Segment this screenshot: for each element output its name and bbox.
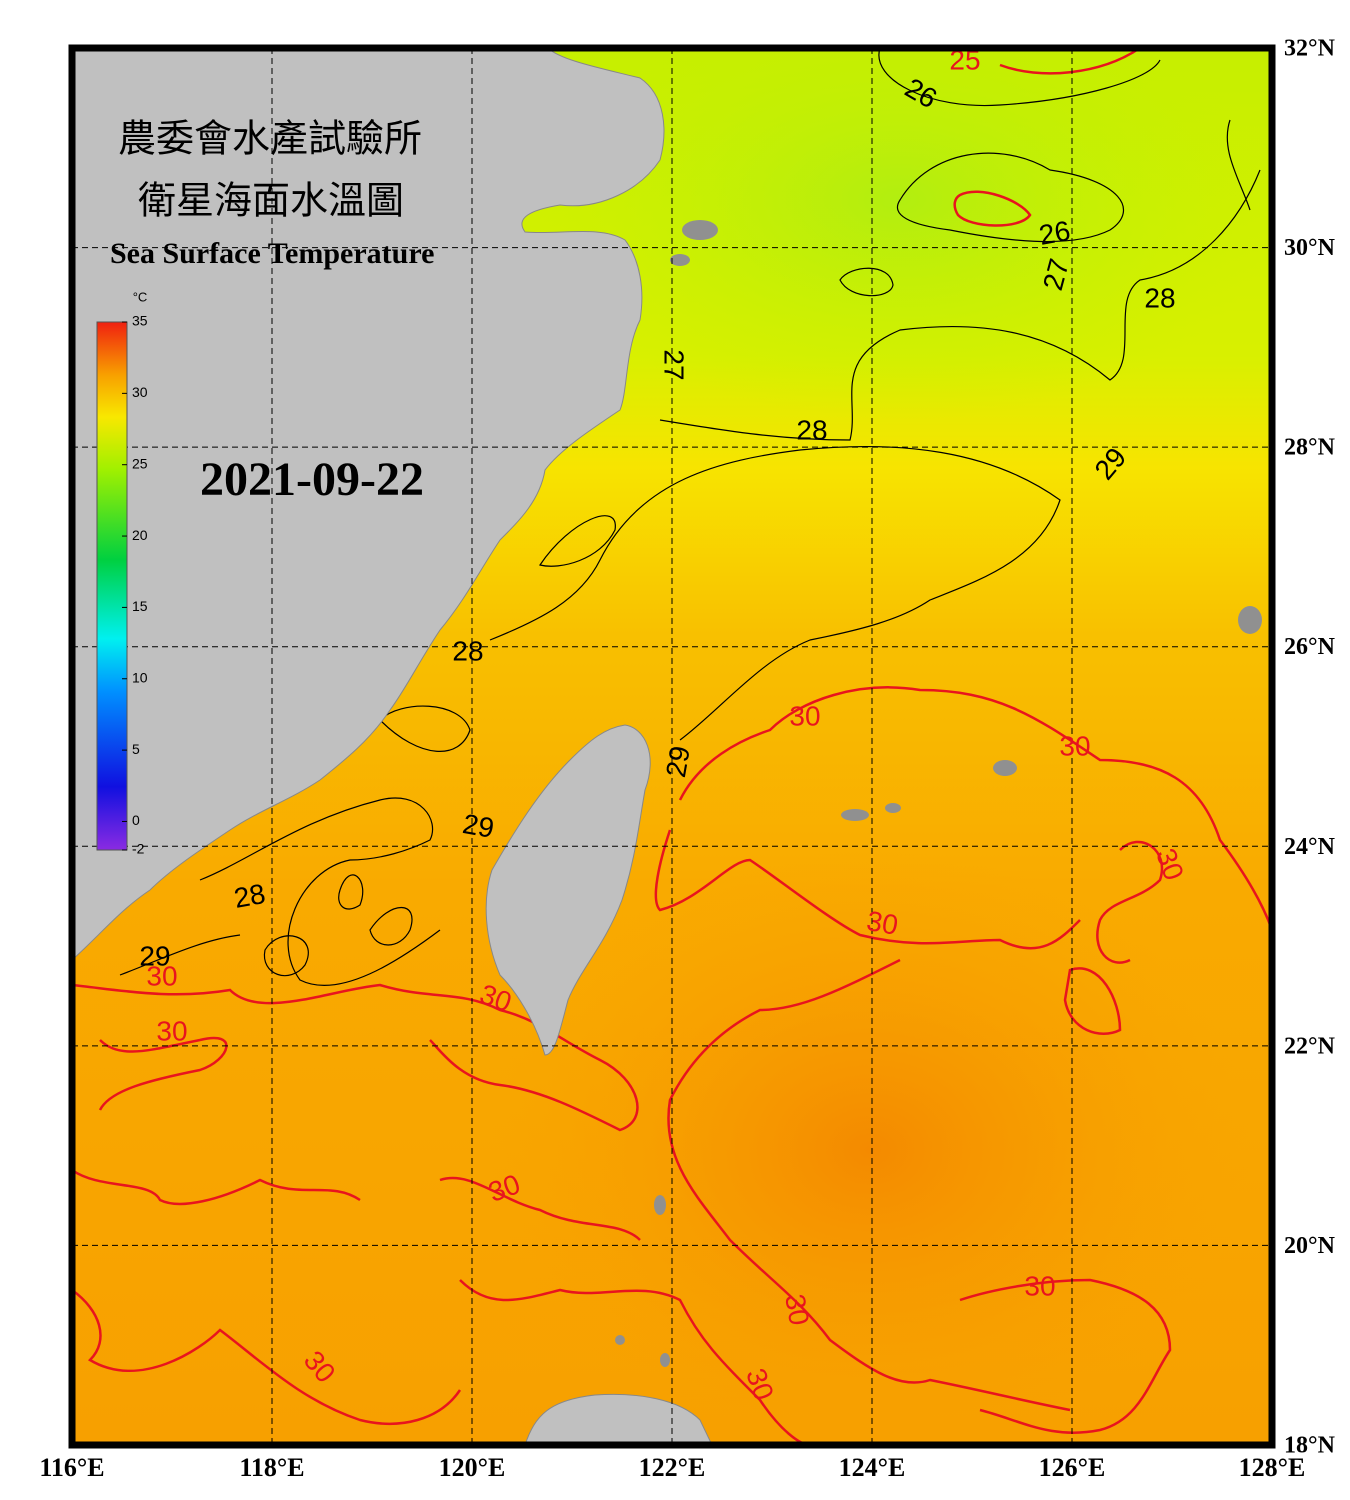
- contours-black: [119, 48, 1261, 986]
- warm-water: [490, 850, 1250, 1445]
- contour-label: 27: [659, 349, 690, 380]
- contour-label: 30: [864, 905, 900, 941]
- title-zh-2: 衛星海面水溫圖: [138, 181, 404, 223]
- x-tick-label: 116°E: [39, 1453, 104, 1482]
- colorbar-tick-label: 25: [132, 455, 148, 471]
- contour-label: 29: [460, 808, 496, 844]
- colorbar-ticks: -2 0 5 10 15 20 25 30 35: [122, 313, 148, 857]
- contour-label: 30: [1059, 730, 1090, 761]
- colorbar-tick-label: -2: [132, 841, 145, 857]
- contour-label: 28: [1144, 282, 1175, 313]
- x-tick-label: 128°E: [1239, 1453, 1306, 1482]
- x-tick-label: 124°E: [839, 1453, 906, 1482]
- date: 2021-09-22: [200, 453, 424, 506]
- land-luzon: [524, 1393, 713, 1445]
- colorbar-tick-label: 15: [132, 598, 148, 614]
- colorbar-tick-label: 30: [132, 384, 148, 400]
- colorbar: [96, 321, 128, 851]
- map-area: 2526262728272829282930302930283029303030…: [72, 44, 1272, 1445]
- colorbar-tick-label: 5: [132, 741, 140, 757]
- title-en: Sea Surface Temperature: [110, 237, 434, 270]
- colorbar-tick-label: 35: [132, 313, 148, 329]
- contour-label: 26: [1037, 215, 1073, 251]
- y-tick-label: 26°N: [1284, 634, 1336, 660]
- contour-label: 30: [779, 1292, 815, 1328]
- contour-label: 29: [139, 940, 170, 971]
- colorbar-tick-label: 0: [132, 812, 140, 828]
- y-tick-label: 28°N: [1284, 435, 1336, 461]
- contour-label: 30: [146, 960, 177, 991]
- contour-label: 30: [1024, 1270, 1055, 1301]
- contour-label: 25: [949, 44, 980, 75]
- colorbar-unit: °C: [133, 289, 148, 304]
- y-tick-label: 20°N: [1284, 1233, 1336, 1259]
- contour-label: 28: [452, 635, 483, 666]
- colorbar-tick-label: 10: [132, 669, 148, 685]
- x-tick-label: 120°E: [439, 1453, 506, 1482]
- cool-water: [520, 48, 1272, 420]
- contour-label: 30: [789, 700, 820, 731]
- contour-label: 28: [796, 414, 827, 445]
- islands: [615, 220, 1262, 1367]
- colorbar-tick-label: 20: [132, 527, 148, 543]
- title-zh-1: 農委會水產試驗所: [118, 119, 422, 161]
- frame: [68, 44, 1276, 1449]
- grid: [72, 48, 1272, 1445]
- x-tick-label: 122°E: [639, 1453, 706, 1482]
- land-china: [72, 48, 665, 961]
- contours-red: [72, 48, 1272, 1445]
- contour-label: 30: [156, 1015, 187, 1046]
- x-tick-label: 118°E: [239, 1453, 304, 1482]
- y-tick-label: 24°N: [1284, 834, 1336, 860]
- x-tick-label: 126°E: [1039, 1453, 1106, 1482]
- y-tick-label: 22°N: [1284, 1033, 1336, 1059]
- contour-label: 29: [660, 744, 696, 780]
- contour-label: 28: [232, 878, 268, 914]
- y-tick-label: 32°N: [1284, 36, 1336, 62]
- axes: 116°E 118°E 120°E 122°E 124°E 126°E 128°E18°N 2…: [39, 36, 1335, 1482]
- y-tick-label: 18°N: [1284, 1433, 1336, 1459]
- y-tick-label: 30°N: [1284, 235, 1336, 261]
- land-taiwan: [485, 724, 651, 1056]
